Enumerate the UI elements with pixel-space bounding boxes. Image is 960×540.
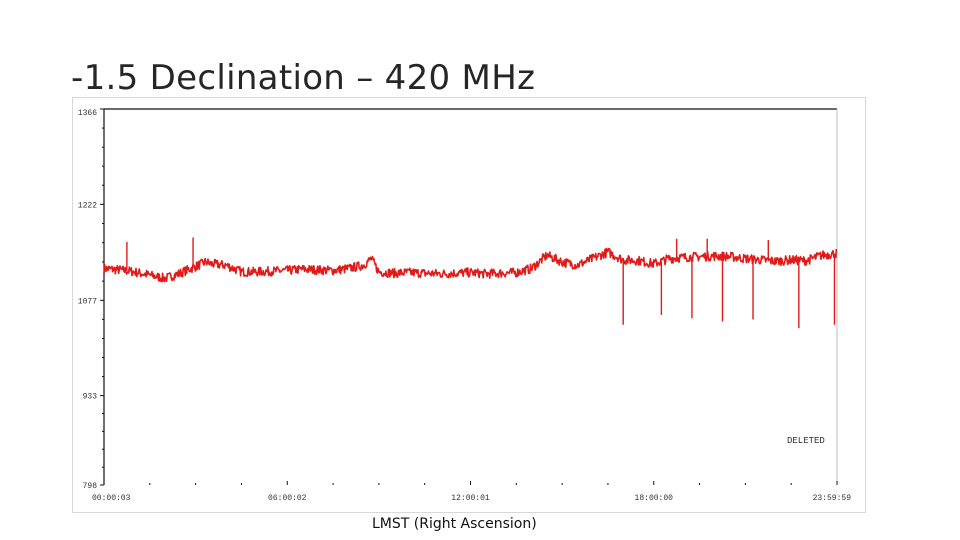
x-tick-label: 23:59:59 bbox=[813, 494, 852, 503]
x-tick-label: 12:00:01 bbox=[451, 494, 490, 503]
chart-annotation: DELETED bbox=[787, 436, 825, 446]
x-tick-label: 06:00:02 bbox=[268, 494, 307, 503]
series-group bbox=[103, 237, 838, 329]
x-tick-label: 00:00:03 bbox=[92, 494, 131, 503]
chart-frame: 1366 1222 1077 933 798 00:00:03 06:00:02 12:00… bbox=[72, 97, 866, 513]
y-tick-label: 1222 bbox=[78, 201, 97, 210]
y-tick-label: 1077 bbox=[78, 297, 97, 306]
y-tick-label: 1366 bbox=[78, 109, 97, 118]
series-line bbox=[103, 247, 838, 283]
slide-title: -1.5 Declination – 420 MHz bbox=[71, 58, 536, 98]
y-axis: 1366 1222 1077 933 798 bbox=[78, 108, 838, 491]
x-axis-title: LMST (Right Ascension) bbox=[372, 516, 537, 532]
y-tick-label: 933 bbox=[83, 393, 98, 402]
x-axis: 00:00:03 06:00:02 12:00:01 18:00:00 23:59:59 bbox=[92, 481, 851, 503]
line-chart: 1366 1222 1077 933 798 00:00:03 06:00:02 12:00… bbox=[78, 108, 851, 503]
x-tick-label: 18:00:00 bbox=[635, 494, 674, 503]
y-tick-label: 798 bbox=[83, 482, 98, 491]
